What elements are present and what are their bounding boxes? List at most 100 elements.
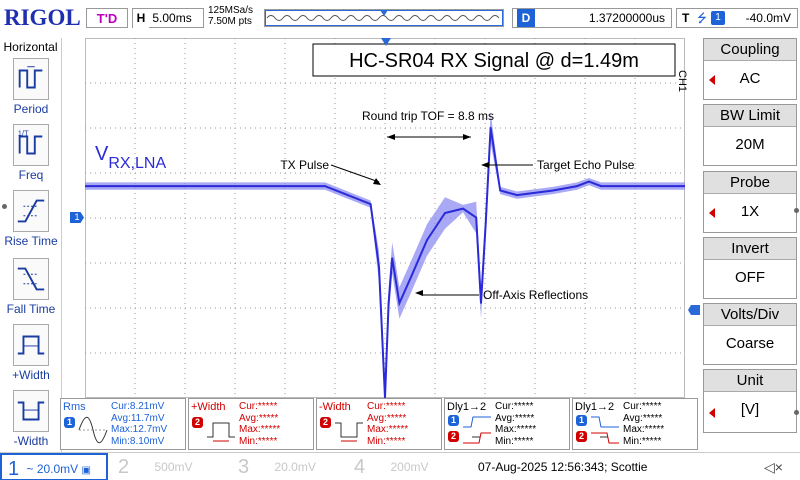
ch1-offset-marker-label: 1 <box>74 212 80 222</box>
acquisition-info: 125MSa/s 7.50M pts <box>208 5 253 27</box>
channel-3-number: 3 <box>238 456 250 478</box>
measure-pos-width-button[interactable]: +Width <box>0 324 62 382</box>
probe-value: 1X <box>740 203 760 220</box>
bw-limit-value: 20M <box>735 136 765 153</box>
measure-rise-time-button[interactable]: Rise Time <box>0 190 62 248</box>
measure-delay-fall-source-badge: 1 <box>576 415 587 426</box>
measure-delay-fall-box[interactable]: Dly1→2 1 2 Cur:***** Avg:***** Max:*****… <box>572 398 698 450</box>
trace-sample-point <box>378 266 380 268</box>
trace-sample-point <box>636 185 638 187</box>
measure-delay-rise-max: Max:***** <box>495 424 537 435</box>
trace-sample-point <box>384 396 386 398</box>
date-time-user: 07-Aug-2025 12:56:343; Scottie <box>478 460 648 474</box>
delay-indicator[interactable]: D 1.37200000us <box>512 8 672 28</box>
measure-neg-width-box[interactable]: -Width 2 Cur:***** Avg:***** Max:***** M… <box>316 398 442 450</box>
trace-sample-point <box>480 302 482 304</box>
measure-delay-rise-min: Min:***** <box>495 435 534 447</box>
measure-pos-width-min: Min:***** <box>239 435 278 447</box>
probe-menu-button[interactable]: Probe 1X <box>703 171 797 233</box>
unit-menu-button[interactable]: Unit [V] <box>703 369 797 433</box>
trace-sample-point <box>588 180 590 183</box>
signal-label-sub: RX,LNA <box>108 155 166 172</box>
trigger-key-label: T <box>682 11 690 25</box>
measure-delay-fall-name: Dly1→2 <box>575 401 615 413</box>
menu-scroll-dot-lower <box>794 410 799 415</box>
measure-pos-width-cur: Cur:***** <box>239 401 278 412</box>
measure-freq-button[interactable]: 1/T Freq <box>0 124 62 182</box>
coupling-menu-button[interactable]: Coupling AC <box>703 38 797 100</box>
bw-limit-menu-button[interactable]: BW Limit 20M <box>703 104 797 166</box>
sample-rate: 125MSa/s <box>208 5 254 16</box>
bandwidth-limit-icon: ▣ <box>81 465 91 476</box>
measure-rms-values: Cur:8.21mV Avg:11.7mV Max:12.7mV Min:8.1… <box>111 401 167 447</box>
trace-sample-point <box>85 185 86 187</box>
measure-delay-fall-max: Max:***** <box>623 424 665 435</box>
volts-div-menu-button[interactable]: Volts/Div Coarse <box>703 303 797 365</box>
memory-position-strip[interactable] <box>264 9 504 27</box>
coupling-arrow-icon <box>709 75 715 85</box>
svg-text:1/T: 1/T <box>18 129 29 138</box>
timebase-value: 5.00ms <box>152 11 192 25</box>
tx-pulse-leader <box>330 164 380 183</box>
channel-1-number: 1 <box>8 458 20 480</box>
measure-fall-time-label: Fall Time <box>6 302 56 316</box>
delay-rise-icon <box>463 416 491 444</box>
trigger-edge-icon: ⭍ <box>697 11 707 25</box>
measure-rms-max: Max:12.7mV <box>111 424 168 435</box>
measure-pos-width-source-badge: 2 <box>192 417 203 428</box>
trigger-time-marker[interactable] <box>381 38 391 46</box>
measure-delay-fall-min: Min:***** <box>623 435 662 447</box>
unit-arrow-icon <box>709 408 715 418</box>
negative-width-icon <box>13 390 49 432</box>
trigger-indicator[interactable]: T ⭍ 1 -40.0mV <box>676 8 798 28</box>
measure-pos-width-values: Cur:***** Avg:***** Max:***** Min:***** <box>239 401 280 447</box>
measure-freq-label: Freq <box>18 168 44 182</box>
channel-1-trace <box>85 111 685 398</box>
delay-value: 1.37200000us <box>588 11 665 25</box>
channel-1-scale: 20.0mV <box>36 462 79 476</box>
waveform-plot: HC-SR04 RX Signal @ d=1.49m VRX,LNA Roun… <box>85 38 685 398</box>
invert-menu-button[interactable]: Invert OFF <box>703 237 797 299</box>
tx-pulse-arrowhead <box>373 178 381 185</box>
target-echo-arrowhead <box>481 162 489 168</box>
off-axis-arrowhead <box>415 290 423 296</box>
horizontal-measure-menu: Horizontal Period 1/T Freq Rise Time Fal… <box>0 38 62 452</box>
measure-pos-width-box[interactable]: +Width 2 Cur:***** Avg:***** Max:***** M… <box>188 398 314 450</box>
speaker-mute-icon[interactable]: ◁× <box>764 459 783 475</box>
measure-period-button[interactable]: Period <box>0 58 62 116</box>
channel-3-tab[interactable]: 3 20.0mV <box>238 453 316 480</box>
channel-4-number: 4 <box>354 456 366 478</box>
channel-2-tab[interactable]: 2 500mV <box>118 453 193 480</box>
trigger-level-marker[interactable] <box>688 305 700 315</box>
measure-neg-width-source-badge: 2 <box>320 417 331 428</box>
trace-sample-point <box>516 194 518 196</box>
signal-label-main: V <box>95 143 109 165</box>
volts-div-label: Volts/Div <box>704 304 796 326</box>
channel-1-tab[interactable]: 1 ~ 20.0mV ▣ <box>0 453 108 480</box>
tof-annotation: Round trip TOF = 8.8 ms <box>362 109 494 123</box>
negative-pulse-icon <box>335 422 363 442</box>
measure-neg-width-button[interactable]: -Width <box>0 390 62 448</box>
trace-sample-point <box>426 239 428 241</box>
measure-rise-time-label: Rise Time <box>4 234 58 248</box>
trace-sample-point <box>444 212 446 214</box>
measure-rms-box[interactable]: Rms 1 Cur:8.21mV Avg:11.7mV Max:12.7mV M… <box>60 398 186 450</box>
trace-sample-point <box>398 302 401 304</box>
measure-fall-time-button[interactable]: Fall Time <box>0 258 62 316</box>
horizontal-key-label: H <box>133 9 149 28</box>
trigger-state-badge: T'D <box>86 8 128 28</box>
measure-period-label: Period <box>13 102 49 116</box>
fall-time-icon <box>13 258 49 300</box>
measure-delay-rise-box[interactable]: Dly1→2 1 2 Cur:***** Avg:***** Max:*****… <box>444 398 570 450</box>
channel-4-tab[interactable]: 4 200mV <box>354 453 429 480</box>
trigger-position-marker <box>380 10 388 16</box>
timebase-indicator[interactable]: H 5.00ms <box>132 8 204 28</box>
channel-tag: CH1 <box>676 70 688 93</box>
plot-title: HC-SR04 RX Signal @ d=1.49m <box>349 50 639 72</box>
measure-neg-width-label: -Width <box>13 434 49 448</box>
waveform-display[interactable]: HC-SR04 RX Signal @ d=1.49m VRX,LNA Roun… <box>85 38 685 398</box>
ch1-offset-marker[interactable]: 1 <box>70 212 84 223</box>
measure-pos-width-name: +Width <box>191 401 226 413</box>
coupling-value: AC <box>739 70 761 87</box>
